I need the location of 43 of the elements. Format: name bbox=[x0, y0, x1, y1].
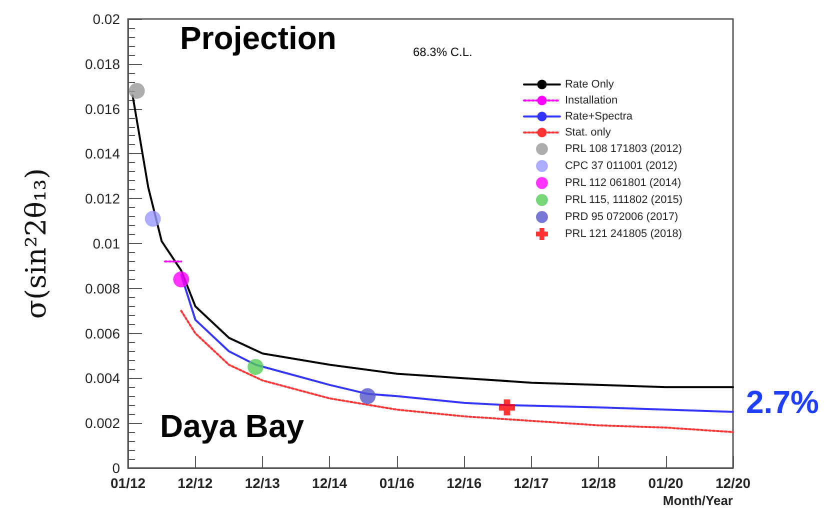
x-tick-label: 01/20 bbox=[648, 475, 684, 491]
text: 2.7% bbox=[746, 384, 819, 420]
legend-label: PRL 121 241805 (2018) bbox=[564, 228, 682, 240]
y-tick-label: 0.016 bbox=[84, 100, 120, 117]
annotation: Projection bbox=[180, 20, 336, 56]
y-tick-label: 0.02 bbox=[92, 11, 120, 27]
point bbox=[248, 358, 264, 375]
legend-label: Rate Only bbox=[564, 78, 614, 90]
y-tick-label: 0.012 bbox=[84, 190, 120, 207]
y-tick-label: 0.014 bbox=[84, 146, 120, 162]
legend-label: Rate+Spectra bbox=[564, 110, 634, 122]
point bbox=[498, 399, 515, 416]
x-tick-label: 12/16 bbox=[446, 475, 482, 491]
y-tick-label: 0.006 bbox=[84, 325, 120, 342]
x-tick-label: 12/20 bbox=[715, 475, 751, 491]
x-tick-label: 12/17 bbox=[514, 475, 549, 491]
point bbox=[360, 388, 376, 404]
legend-label: CPC 37 011001 (2012) bbox=[564, 160, 678, 172]
annotation: Daya Bay bbox=[160, 408, 304, 444]
y-tick-label: 0.018 bbox=[84, 56, 120, 72]
x-tick-label: 12/14 bbox=[312, 475, 348, 491]
x-tick-label: 12/12 bbox=[178, 475, 213, 491]
y-axis-title: σ(sin²2θ₁₃) bbox=[20, 168, 52, 319]
legend-label: PRD 95 072006 (2017) bbox=[564, 211, 678, 223]
x-tick-label: 12/18 bbox=[580, 475, 616, 491]
legend-label: PRL 115, 111802 (2015) bbox=[564, 194, 683, 206]
point bbox=[173, 271, 190, 288]
x-tick-label: 01/16 bbox=[379, 475, 415, 491]
point bbox=[144, 210, 161, 227]
x-tick-label: 12/13 bbox=[244, 475, 280, 491]
x-tick-label: 01/12 bbox=[110, 475, 146, 491]
point bbox=[128, 82, 145, 99]
y-tick-label: 0 bbox=[112, 460, 120, 476]
legend-label: PRL 108 171803 (2012) bbox=[564, 143, 682, 155]
y-tick-label: 0.008 bbox=[84, 280, 120, 296]
y-tick-label: 0.01 bbox=[92, 236, 120, 252]
y-tick-label: 0.004 bbox=[84, 370, 120, 386]
x-axis-title: Month/Year bbox=[662, 493, 733, 508]
legend-label: Installation bbox=[564, 94, 618, 106]
annotation: 68.3% C.L. bbox=[413, 45, 472, 59]
legend-label: PRL 112 061801 (2014) bbox=[564, 177, 682, 189]
y-tick-label: 0.002 bbox=[84, 415, 120, 432]
legend-label: Stat. only bbox=[564, 126, 612, 138]
